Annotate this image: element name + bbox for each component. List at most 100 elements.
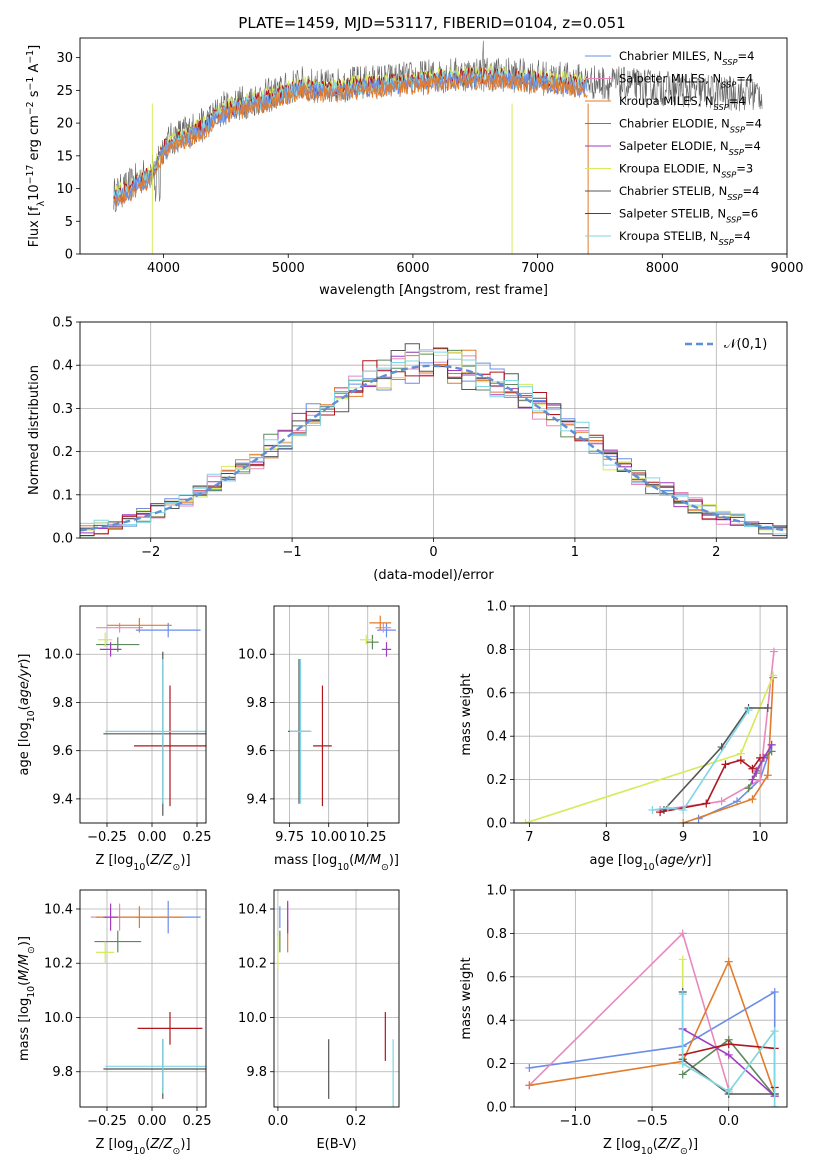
legend-label: Chabrier ELODIE, NSSP=4	[619, 117, 762, 135]
weight-line	[682, 677, 774, 823]
legend: Chabrier MILES, NSSP=4 Salpeter MILES, NS…	[585, 49, 762, 247]
residual-histogram	[80, 347, 787, 537]
y-tick-label: 0.4	[52, 359, 73, 374]
errorbar-point	[103, 903, 118, 931]
x-tick-label: 6000	[396, 261, 429, 276]
y-tick-label: 0.4	[486, 730, 507, 745]
legend-label: Chabrier STELIB, NSSP=4	[619, 184, 759, 202]
x-tick-label: 0	[429, 545, 437, 560]
plot-area	[113, 40, 763, 254]
weight-marker	[763, 703, 772, 712]
weight-marker	[767, 740, 776, 749]
x-axis-label: Z [log10(Z/Z⊙)]	[95, 1137, 190, 1157]
legend-label: Salpeter MILES, NSSP=4	[619, 72, 753, 90]
legend-label: Salpeter ELODIE, NSSP=4	[619, 139, 761, 157]
weight-marker	[769, 647, 778, 656]
weight-marker	[679, 805, 688, 814]
y-tick-label: 0.4	[486, 1014, 507, 1029]
x-tick-label: 0.25	[183, 1114, 212, 1129]
weight-marker	[724, 1050, 733, 1059]
weight-marker	[756, 753, 765, 762]
weight-line	[751, 744, 773, 780]
panel-spectrum: 4000 5000 6000 7000 8000 9000 0 5 10 15 20 25 30 wave…	[25, 37, 804, 298]
y-tick-label: 0.0	[52, 532, 73, 547]
axes-frame	[79, 889, 207, 1108]
y-axis-label: Normed distribution	[27, 365, 42, 495]
errorbar-point	[96, 622, 143, 633]
weight-marker	[763, 771, 772, 780]
legend-label: Kroupa MILES, NSSP=4	[619, 94, 746, 112]
y-axis-label: mass weight	[459, 673, 474, 755]
weight-marker	[724, 1040, 733, 1049]
x-axis-label: wavelength [Angstrom, rest frame]	[319, 283, 548, 298]
y-axis-label: age [log10(age/yr)]	[17, 653, 37, 775]
x-tick-label: 10.00	[310, 830, 347, 845]
errorbar-point	[96, 941, 115, 964]
plot-area	[288, 615, 396, 807]
legend-label: Salpeter STELIB, NSSP=6	[619, 207, 758, 225]
weight-marker	[756, 775, 765, 784]
weight-marker	[744, 706, 753, 715]
errorbar-point	[134, 685, 206, 807]
y-tick-label: 0.1	[52, 488, 73, 503]
x-tick-label: −0.25	[87, 1114, 127, 1129]
weight-marker	[702, 799, 711, 808]
y-axis-label: mass [log10(M/M⊙)]	[17, 936, 37, 1061]
x-axis-label: (data-model)/error	[373, 568, 494, 583]
y-tick-label: 9.8	[52, 696, 73, 711]
x-tick-label: −2	[141, 545, 160, 560]
x-axis-label: mass [log10(M/M⊙)]	[274, 853, 399, 873]
x-tick-label: 8	[602, 830, 610, 845]
panel-weight-vs-Z: −1.0 −0.5 0.0 0.0 0.2 0.4 0.6 0.8 1.0 Z [log10(Z/…	[459, 884, 788, 1157]
x-tick-label: 7	[525, 830, 533, 845]
x-axis-label: E(B-V)	[316, 1137, 356, 1152]
legend-label: 𝒩(0,1)	[724, 337, 767, 352]
x-tick-label: 2	[712, 545, 720, 560]
errorbar-point	[375, 622, 392, 633]
panel-age-vs-Z: −0.25 0.00 0.25 9.4 9.6 9.8 10.0 Z [log10(Z/Z⊙)…	[17, 605, 211, 873]
weight-marker	[769, 671, 778, 680]
weight-line	[663, 707, 768, 811]
weight-marker	[736, 756, 745, 765]
panel-mass-vs-Z: −0.25 0.00 0.25 9.8 10.0 10.2 10.4 Z [log10(Z/Z…	[17, 889, 212, 1157]
y-axis-label: mass weight	[459, 957, 474, 1039]
weight-line	[659, 757, 761, 813]
errorbar-point	[99, 642, 122, 657]
axes-frame	[273, 889, 400, 1108]
y-tick-label: 10.4	[44, 902, 73, 917]
y-tick-label: 0.0	[486, 817, 507, 832]
errorbar-point	[313, 685, 332, 807]
x-tick-label: −0.5	[636, 1114, 668, 1129]
weight-marker	[770, 987, 779, 996]
weight-line	[652, 709, 750, 811]
weight-marker	[521, 819, 530, 823]
weight-marker	[717, 797, 726, 806]
weight-marker	[724, 1087, 733, 1096]
weight-marker	[748, 795, 757, 804]
y-tick-label: 30	[56, 51, 73, 66]
x-tick-label: 0.0	[718, 1114, 739, 1129]
errorbar-point	[366, 634, 379, 650]
y-tick-label: 25	[56, 84, 73, 99]
plot-area	[525, 929, 779, 1107]
y-tick-label: 9.4	[52, 792, 73, 807]
y-tick-label: 0.2	[52, 445, 73, 460]
y-tick-label: 10.2	[238, 957, 267, 972]
y-tick-label: 10.0	[44, 1011, 73, 1026]
weight-marker	[770, 1027, 779, 1036]
x-tick-label: 9.75	[275, 830, 304, 845]
weight-marker	[663, 803, 672, 812]
y-tick-label: 10.0	[238, 1011, 267, 1026]
y-tick-label: 9.8	[246, 1065, 267, 1080]
x-axis-label: age [log10(age/yr)]	[589, 853, 711, 873]
plot-area	[80, 343, 787, 537]
x-tick-label: −0.25	[87, 830, 127, 845]
y-tick-label: 0.0	[486, 1101, 507, 1116]
y-tick-label: 15	[56, 149, 73, 164]
errorbar-point	[369, 615, 392, 631]
legend-label: Kroupa STELIB, NSSP=4	[619, 229, 751, 247]
x-tick-label: 0.0	[268, 1114, 289, 1129]
x-tick-label: 1	[571, 545, 579, 560]
y-tick-label: 20	[56, 117, 73, 132]
